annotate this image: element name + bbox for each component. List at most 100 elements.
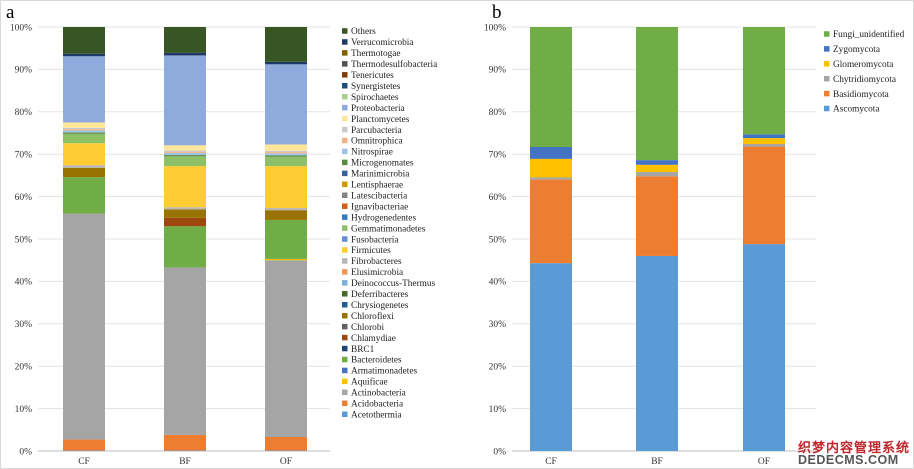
- panel-a-bar-bf-firmicutes: [164, 166, 206, 208]
- panel-a-bar-bf-actinobacteria: [164, 267, 206, 435]
- panel-a-label: a: [6, 2, 15, 23]
- panel-a-y-tick-label: 70%: [15, 151, 33, 161]
- panel-a-bar-cf-fibrobacteres: [63, 165, 105, 168]
- panel-a-bar-of-microgenomates: [265, 155, 307, 157]
- panel-a-bar-of-nitrospirae: [265, 153, 307, 156]
- panel-a-bar-bf-others: [164, 27, 206, 53]
- panel-a-legend-label-thermodesulfobacteria: Thermodesulfobacteria: [351, 59, 437, 70]
- panel-b-bar-bf-ascomycota: [636, 255, 678, 451]
- panel-b-y-tick-label: 20%: [489, 363, 507, 373]
- panel-a-bar-cf-others: [63, 27, 105, 54]
- panel-a-legend-swatch-brc1: [342, 345, 348, 352]
- panel-a-legend-label-deferribacteres: Deferribacteres: [351, 289, 409, 300]
- panel-a-bar-bf-bacteroidetes: [164, 226, 206, 268]
- panel-a-y-tick-label: 90%: [15, 66, 33, 76]
- panel-a-bar-bf-nitrospirae: [164, 152, 206, 156]
- panel-a-legend-swatch-planctomycetes: [342, 115, 348, 122]
- panel-a-legend-swatch-gemmatimonadetes: [342, 225, 348, 231]
- panel-b-bar-of-fungi-unidentified: [743, 27, 785, 135]
- panel-a-bar-cf-acidobacteria: [63, 439, 105, 451]
- panel-b-y-tick-label: 70%: [489, 151, 507, 161]
- panel-b-bar-bf-chytridiomycota: [636, 172, 678, 177]
- panel-a-legend-swatch-actinobacteria: [342, 389, 348, 396]
- panel-b-bar-cf-basidiomycota: [530, 179, 572, 264]
- panel-b-legend-label-fungi-unidentified: Fungi_unidentified: [833, 29, 905, 40]
- panel-a-legend-label-actinobacteria: Actinobacteria: [351, 389, 406, 399]
- panel-a-legend-swatch-acidobacteria: [342, 400, 348, 407]
- panel-b-bar-bf-glomeromycota: [636, 164, 678, 173]
- panel-a-legend-swatch-others: [342, 28, 348, 34]
- panel-a-bar-of-acidobacteria: [265, 437, 307, 451]
- panel-a-bar-of-bacteroidetes: [265, 219, 307, 259]
- panel-a-bar-of-proteobacteria: [265, 64, 307, 145]
- panel-a-bar-cf-nitrospirae: [63, 130, 105, 133]
- panel-b-bar-cf-zygomycota: [530, 146, 572, 159]
- panel-a-bar-cf-omnitrophica: [63, 129, 105, 131]
- watermark-line-1: 织梦内容管理系统: [797, 439, 910, 455]
- panel-a-legend-swatch-hydrogenedentes: [342, 214, 348, 220]
- panel-a-legend: OthersVerrucomicrobiaThermotogaeThermode…: [342, 27, 437, 420]
- panel-a-bar-of-firmicutes: [265, 166, 307, 209]
- panel-a-legend-label-bacteroidetes: Bacteroidetes: [351, 356, 402, 366]
- panel-a-y-tick-label: 100%: [10, 23, 32, 33]
- panel-a-legend-label-acetothermia: Acetothermia: [351, 410, 402, 420]
- panel-b-bar-bf-zygomycota: [636, 160, 678, 165]
- panel-a-bar-cf-bacteroidetes: [63, 177, 105, 214]
- watermark: 织梦内容管理系统 DEDECMS.COM: [798, 441, 910, 467]
- panel-a-legend-swatch-spirochaetes: [342, 93, 348, 100]
- panel-b-legend-swatch-glomeromycota: [824, 61, 830, 67]
- panel-b-legend-swatch-fungi-unidentified: [824, 31, 830, 37]
- panel-b-bar-of-zygomycota: [743, 134, 785, 139]
- panel-a-bar-of-parcubacteria: [265, 150, 307, 153]
- panel-a-legend-swatch-microgenomates: [342, 159, 348, 166]
- panel-a-legend-label-parcubacteria: Parcubacteria: [351, 126, 402, 136]
- panel-a-y-tick-label: 0%: [19, 447, 32, 457]
- panel-b-y-tick-label: 60%: [489, 193, 507, 203]
- panel-a-legend-label-proteobacteria: Proteobacteria: [351, 104, 405, 114]
- panel-b-y-tick-label: 50%: [489, 235, 507, 245]
- panel-b-bar-cf-chytridiomycota: [530, 177, 572, 180]
- panel-a-bar-of-omnitrophica: [265, 152, 307, 154]
- panel-b-legend-label-ascomycota: Ascomycota: [833, 105, 879, 115]
- panel-a-legend-label-fusobacteria: Fusobacteria: [351, 235, 399, 245]
- panel-a-legend-swatch-thermodesulfobacteria: [342, 61, 348, 67]
- panel-a-legend-label-microgenomates: Microgenomates: [351, 159, 414, 169]
- panel-a-legend-label-hydrogenedentes: Hydrogenedentes: [351, 213, 416, 223]
- panel-a-legend-swatch-fusobacteria: [342, 236, 348, 242]
- panel-b-y-tick-label: 80%: [489, 108, 507, 118]
- panel-a-x-tick-label-bf: BF: [179, 457, 191, 467]
- panel-b-bar-of-basidiomycota: [743, 146, 785, 245]
- panel-a-y-tick-label: 40%: [15, 278, 33, 288]
- panel-b-bar-bf-fungi-unidentified: [636, 27, 678, 161]
- panel-a-legend-swatch-chlorobi: [342, 323, 348, 330]
- panel-b-legend-label-glomeromycota: Glomeromycota: [833, 60, 893, 70]
- panel-b-y-tick-label: 90%: [489, 66, 507, 76]
- panel-a-legend-label-acidobacteria: Acidobacteria: [351, 400, 403, 410]
- panel-a-legend-label-marinimicrobia: Marinimicrobia: [351, 170, 409, 180]
- panel-a-legend-label-latescibacteria: Latescibacteria: [351, 191, 407, 201]
- panel-a-legend-swatch-chrysiogenetes: [342, 302, 348, 308]
- panel-a-legend-label-firmicutes: Firmicutes: [351, 246, 391, 256]
- panel-b-bar-cf-fungi-unidentified: [530, 27, 572, 147]
- panel-a-legend-label-nitrospirae: Nitrospirae: [351, 148, 393, 158]
- panel-a-legend-label-omnitrophica: Omnitrophica: [351, 137, 403, 147]
- panel-a-bar-cf-chloroflexi: [63, 167, 105, 178]
- panel-a-bar-of-planctomycetes: [265, 144, 307, 151]
- panel-a-legend-swatch-latescibacteria: [342, 192, 348, 198]
- panel-a-legend-label-chlorobi: Chlorobi: [351, 323, 384, 333]
- panel-a-legend-label-deinococcus-thermus: Deinococcus-Thermus: [351, 279, 436, 289]
- panel-b-legend-label-chytridiomycota: Chytridiomycota: [833, 75, 896, 85]
- panel-b-legend-swatch-chytridiomycota: [824, 75, 830, 82]
- panel-a-legend-swatch-deferribacteres: [342, 291, 348, 297]
- panel-a-legend-label-aquificae: Aquificae: [351, 377, 388, 388]
- panel-a-y-tick-label: 10%: [15, 405, 33, 415]
- panel-a-bar-bf-verrucomicrobia: [164, 52, 206, 56]
- panel-a-bar-cf-gemmatimonadetes: [63, 133, 105, 144]
- panel-a-legend-swatch-synergistetes: [342, 83, 348, 89]
- panel-a-legend-label-chloroflexi: Chloroflexi: [351, 311, 394, 322]
- panel-a-legend-label-thermotogae: Thermotogae: [351, 49, 401, 59]
- panel-a-legend-swatch-chlamydiae: [342, 334, 348, 341]
- panel-b-x-tick-label-bf: BF: [651, 457, 663, 467]
- watermark-line-2: DEDECMS.COM: [797, 452, 899, 467]
- panel-a-legend-swatch-proteobacteria: [342, 104, 348, 111]
